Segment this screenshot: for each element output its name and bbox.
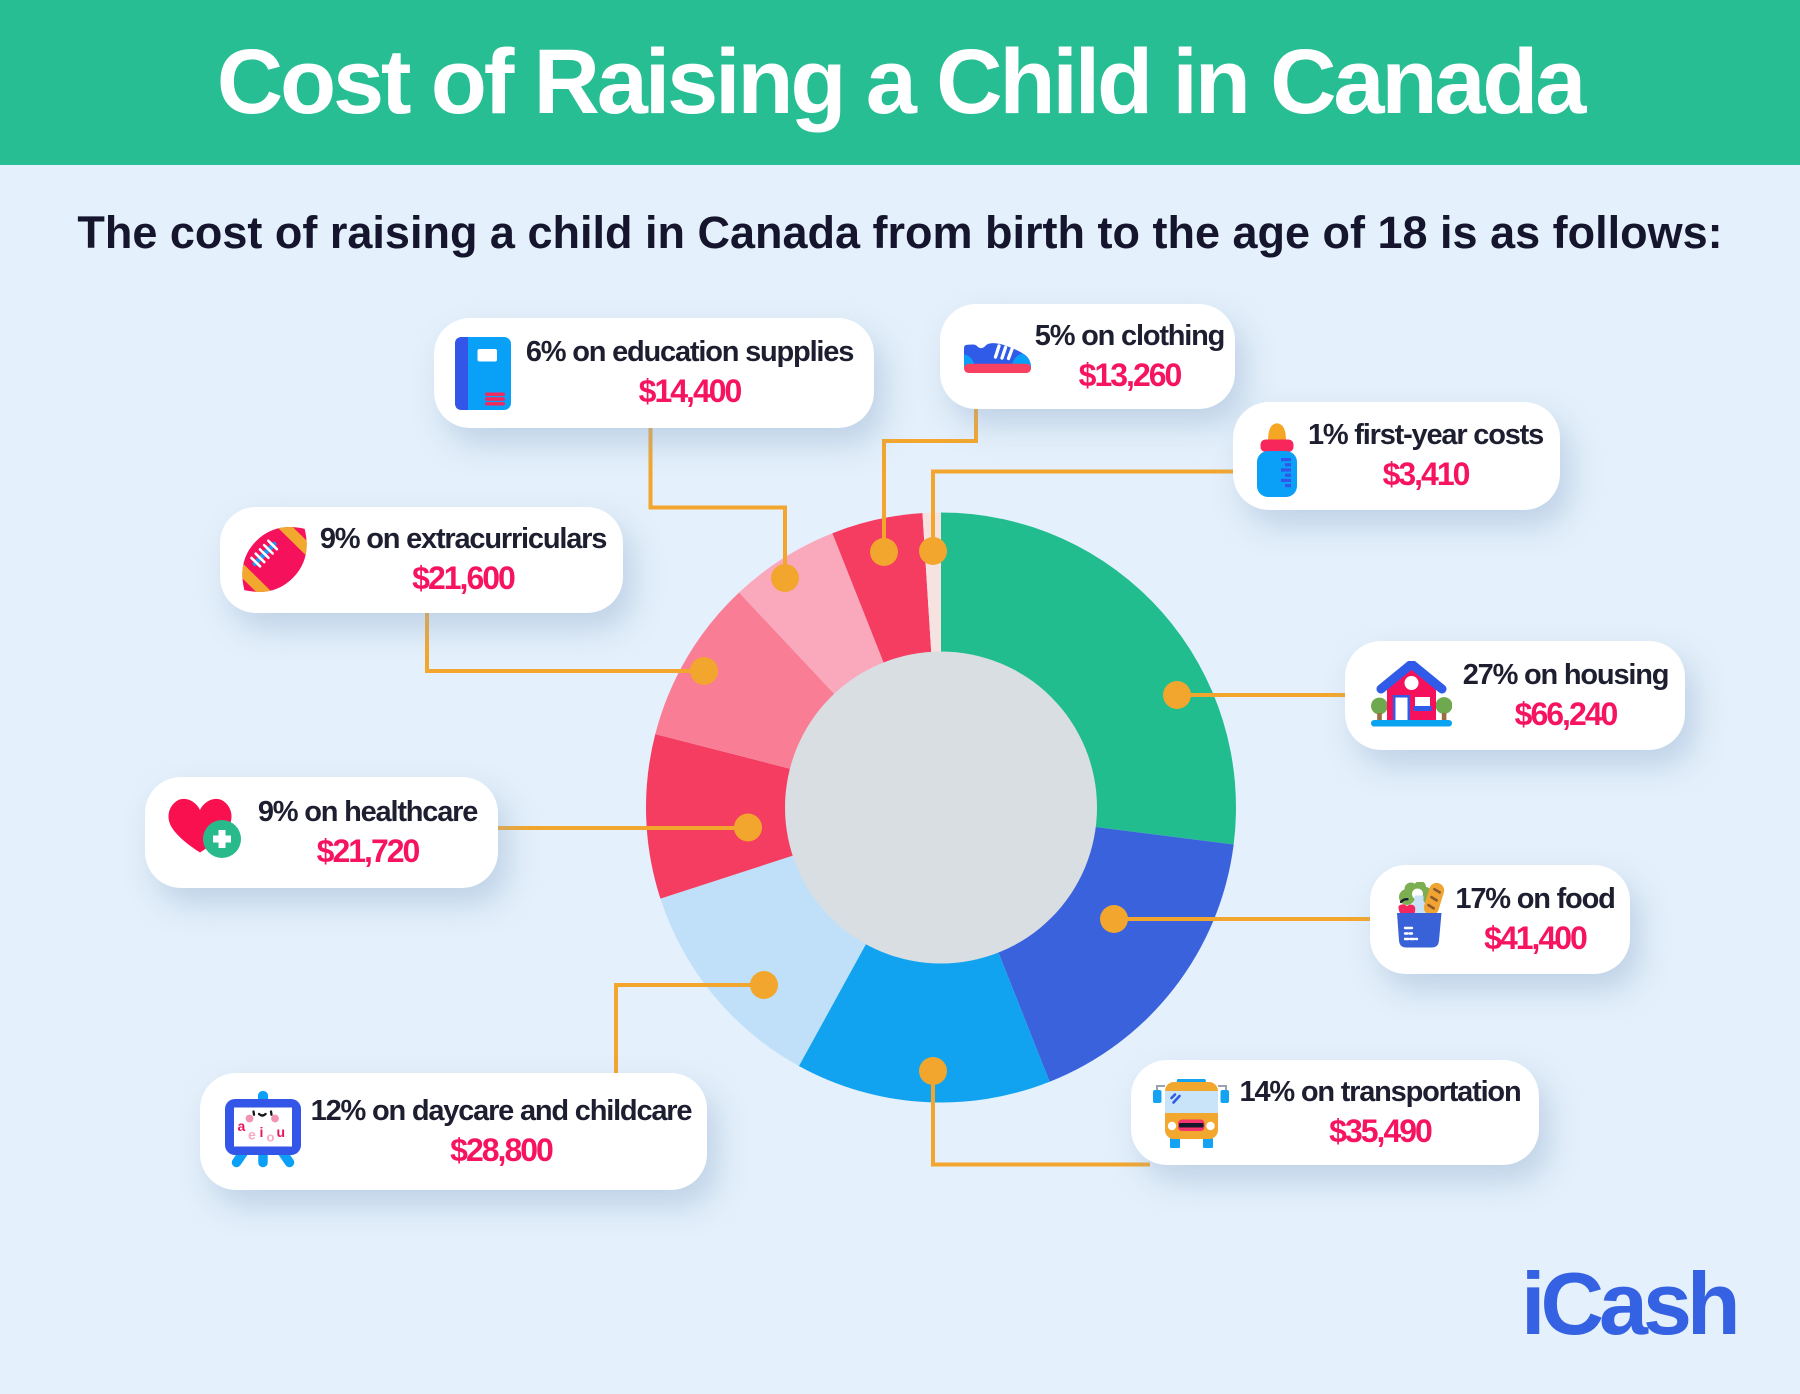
svg-text:a: a <box>238 1118 246 1134</box>
svg-text:u: u <box>277 1124 286 1140</box>
svg-text:e: e <box>248 1127 256 1143</box>
svg-text:i: i <box>260 1124 264 1140</box>
svg-text:o: o <box>267 1130 275 1145</box>
